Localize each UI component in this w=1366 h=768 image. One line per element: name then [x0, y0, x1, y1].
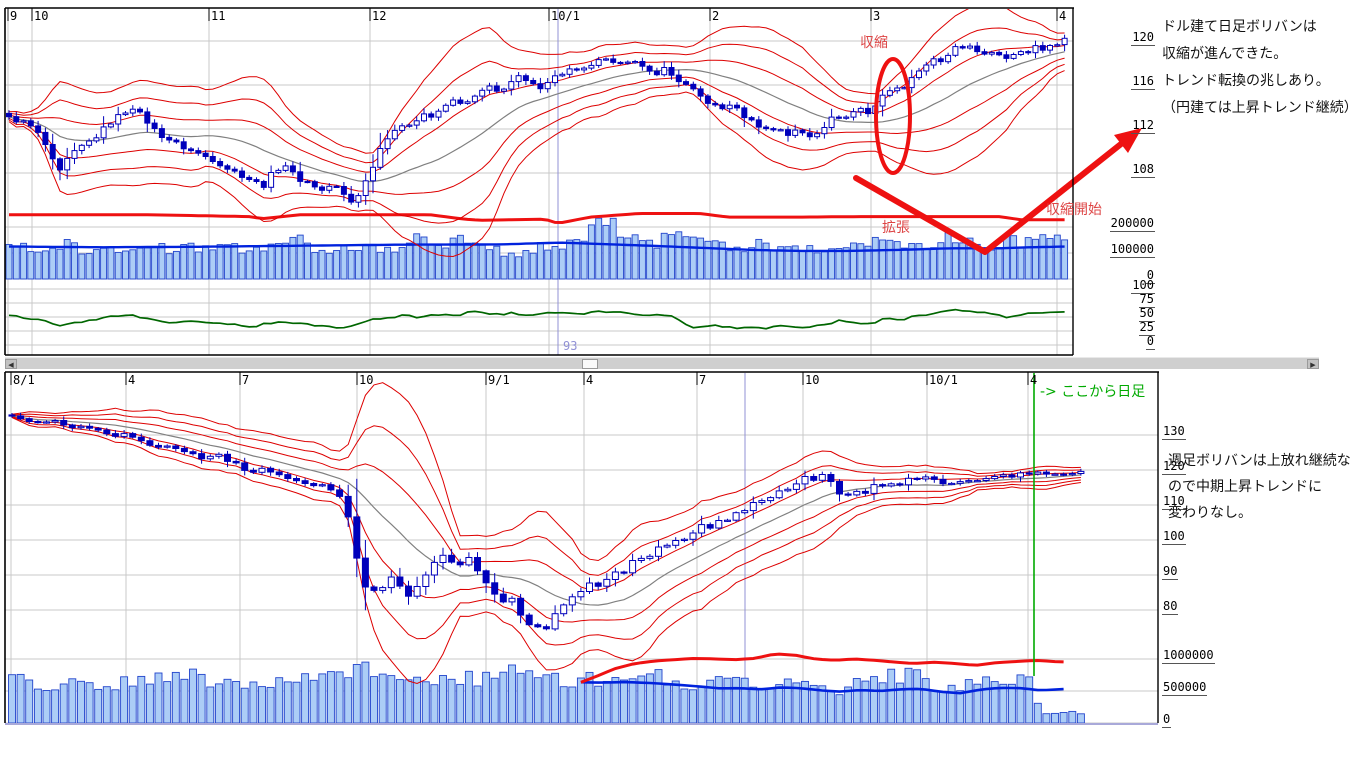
contraction-ellipse	[874, 57, 912, 175]
daily-dollar-chart-plot-area[interactable]	[5, 8, 1073, 355]
note-weekly-line: ので中期上昇トレンドに	[1168, 479, 1322, 495]
note-daily-line: ドル建て日足ボリバンは	[1162, 19, 1317, 35]
scroll-left-icon[interactable]: ◀	[5, 359, 17, 369]
note-daily-line: （円建ては上昇トレンド継続）	[1162, 100, 1358, 116]
note-daily-line: トレンド転換の兆しあり。	[1162, 73, 1330, 89]
note-daily-line: 収縮が進んできた。	[1162, 46, 1288, 62]
trend-arrow-head	[1114, 128, 1142, 153]
note-weekly-line: 週足ボリバンは上放れ継続な	[1168, 453, 1351, 469]
note-weekly: 週足ボリバンは上放れ継続な ので中期上昇トレンドに 変わりなし。	[1168, 448, 1351, 526]
trend-arrow	[853, 141, 1124, 255]
h-scrollbar[interactable]: ◀ ▶	[5, 357, 1319, 369]
scrollbar-thumb[interactable]	[582, 359, 598, 369]
scroll-right-icon[interactable]: ▶	[1307, 359, 1319, 369]
note-weekly-line: 変わりなし。	[1168, 505, 1252, 521]
weekly-chart-plot-area[interactable]	[5, 372, 1158, 723]
note-daily: ドル建て日足ボリバンは 収縮が進んできた。 トレンド転換の兆しあり。 （円建ては…	[1162, 14, 1358, 122]
